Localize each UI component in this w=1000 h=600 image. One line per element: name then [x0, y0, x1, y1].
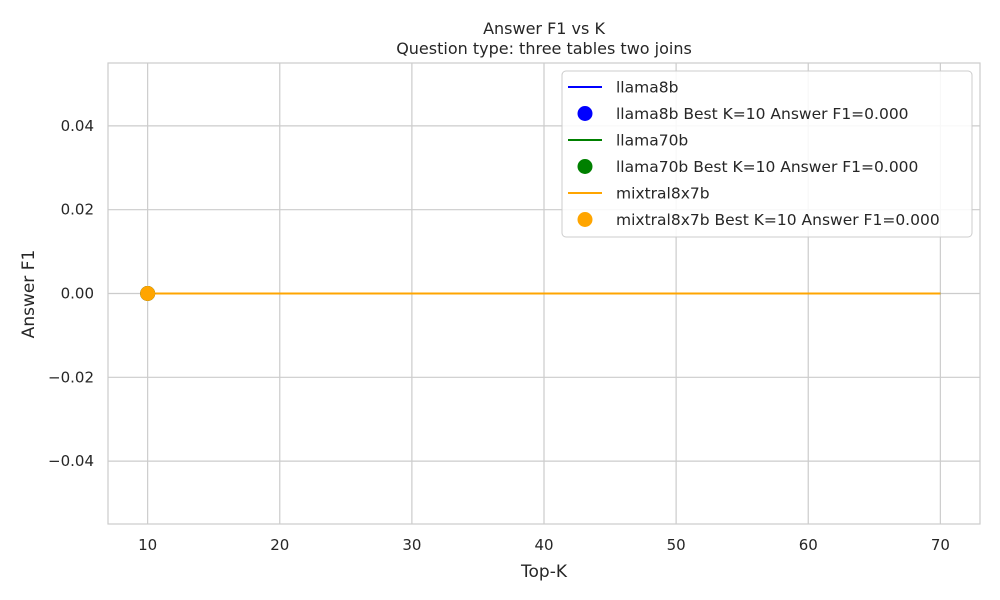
y-tick-label: −0.02: [48, 368, 94, 386]
legend-box: [561, 70, 973, 238]
x-tick-label: 40: [534, 536, 553, 554]
legend-marker-llama8b: [577, 106, 593, 121]
legend-best-label-llama70b: llama70b Best K=10 Answer F1=0.000: [616, 158, 918, 176]
legend-best-label-llama8b: llama8b Best K=10 Answer F1=0.000: [616, 105, 909, 123]
y-tick-label: 0.04: [61, 117, 94, 135]
x-tick-label: 70: [931, 536, 950, 554]
x-tick-label: 10: [138, 536, 157, 554]
best-markers: [140, 286, 156, 301]
y-tick-label: 0.00: [61, 285, 94, 303]
legend-label-mixtral8x7b: mixtral8x7b: [616, 185, 710, 203]
x-tick-label: 30: [402, 536, 421, 554]
legend: llama8b llama8b Best K=10 Answer F1=0.000…: [561, 70, 973, 238]
chart-subtitle: Question type: three tables two joins: [396, 39, 692, 58]
y-axis-label: Answer F1: [19, 250, 39, 339]
legend-label-llama8b: llama8b: [616, 79, 678, 97]
legend-label-llama70b: llama70b: [616, 132, 688, 150]
x-tick-label: 60: [799, 536, 818, 554]
y-tick-labels: −0.04 −0.02 0.00 0.02 0.04: [48, 117, 94, 470]
legend-best-label-mixtral8x7b: mixtral8x7b Best K=10 Answer F1=0.000: [616, 211, 940, 229]
y-tick-label: −0.04: [48, 452, 94, 470]
chart-title: Answer F1 vs K: [483, 19, 605, 38]
x-tick-label: 50: [667, 536, 686, 554]
x-axis-label: Top-K: [520, 562, 568, 582]
legend-marker-llama70b: [577, 159, 593, 174]
plot-frame: [107, 62, 981, 525]
legend-marker-mixtral8x7b: [577, 212, 593, 227]
y-tick-label: 0.02: [61, 201, 94, 219]
x-tick-label: 20: [270, 536, 289, 554]
x-tick-labels: 10 20 30 40 50 60 70: [138, 536, 950, 554]
best-point-mixtral8x7b: [140, 286, 156, 301]
